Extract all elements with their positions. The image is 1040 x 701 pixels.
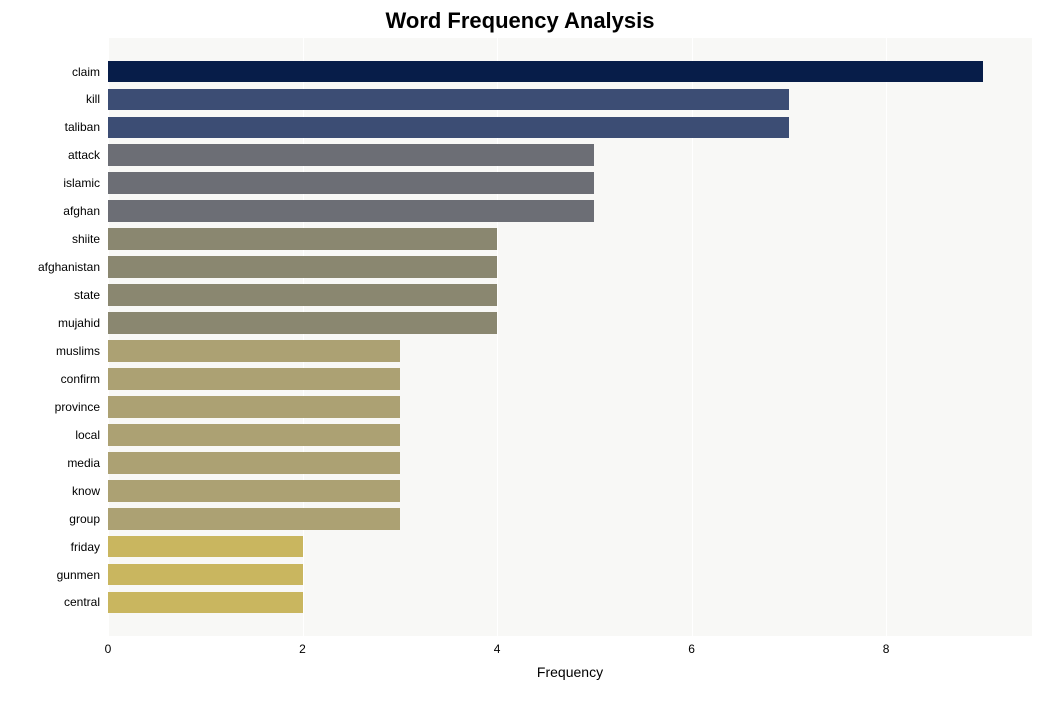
y-tick-label: taliban xyxy=(0,120,100,134)
x-tick-label: 0 xyxy=(105,642,112,656)
bar xyxy=(108,200,594,222)
y-tick-label: friday xyxy=(0,540,100,554)
y-tick-label: state xyxy=(0,288,100,302)
x-tick-label: 4 xyxy=(494,642,501,656)
y-tick-label: muslims xyxy=(0,344,100,358)
bar xyxy=(108,592,303,614)
word-frequency-chart: Word Frequency Analysis claim kill taliban… xyxy=(0,0,1040,701)
bar xyxy=(108,396,400,418)
y-tick-label: islamic xyxy=(0,176,100,190)
x-axis-label: Frequency xyxy=(108,664,1032,680)
y-tick-label: kill xyxy=(0,92,100,106)
y-tick-label: confirm xyxy=(0,372,100,386)
y-tick-label: claim xyxy=(0,65,100,79)
plot-area xyxy=(108,38,1032,636)
bar xyxy=(108,536,303,558)
grid-line xyxy=(886,38,887,636)
bar xyxy=(108,368,400,390)
y-tick-label: know xyxy=(0,484,100,498)
bar xyxy=(108,61,983,83)
y-tick-label: media xyxy=(0,456,100,470)
chart-title: Word Frequency Analysis xyxy=(0,8,1040,34)
bar xyxy=(108,89,789,111)
y-tick-label: shiite xyxy=(0,232,100,246)
y-tick-label: afghan xyxy=(0,204,100,218)
bar xyxy=(108,144,594,166)
bar xyxy=(108,452,400,474)
bar xyxy=(108,424,400,446)
y-tick-label: attack xyxy=(0,148,100,162)
y-tick-label: local xyxy=(0,428,100,442)
bar xyxy=(108,312,497,334)
y-tick-label: afghanistan xyxy=(0,260,100,274)
bar xyxy=(108,172,594,194)
x-tick-label: 6 xyxy=(688,642,695,656)
bar xyxy=(108,284,497,306)
bar xyxy=(108,228,497,250)
y-tick-label: central xyxy=(0,595,100,609)
bar xyxy=(108,117,789,139)
bar xyxy=(108,508,400,530)
bar xyxy=(108,480,400,502)
y-tick-label: group xyxy=(0,512,100,526)
bar xyxy=(108,340,400,362)
y-tick-label: province xyxy=(0,400,100,414)
bar xyxy=(108,256,497,278)
x-tick-label: 8 xyxy=(883,642,890,656)
y-tick-label: gunmen xyxy=(0,568,100,582)
bar xyxy=(108,564,303,586)
x-tick-label: 2 xyxy=(299,642,306,656)
y-tick-label: mujahid xyxy=(0,316,100,330)
